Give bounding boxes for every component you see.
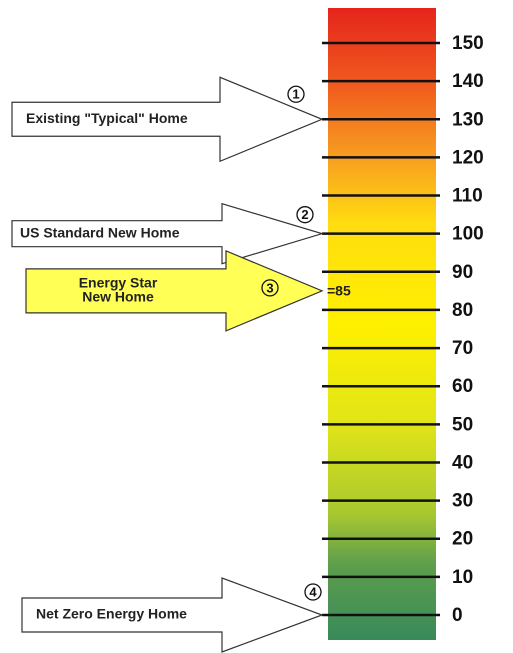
color-scale bbox=[328, 8, 436, 640]
arrow-label: New Home bbox=[82, 289, 154, 305]
arrow-label: Energy Star bbox=[79, 275, 158, 291]
arrow bbox=[11, 76, 324, 163]
number-badge bbox=[261, 279, 279, 297]
number-badge bbox=[296, 206, 314, 224]
number-badge bbox=[304, 583, 322, 601]
tick-label: 40 bbox=[452, 452, 473, 473]
tick-label: 140 bbox=[452, 71, 484, 92]
tick-label: 20 bbox=[452, 529, 473, 550]
arrow-label: Net Zero Energy Home bbox=[36, 606, 187, 622]
tick-label: 10 bbox=[452, 567, 473, 588]
arrow bbox=[25, 249, 324, 332]
tick-label: 110 bbox=[452, 186, 483, 207]
tick-label: 90 bbox=[452, 262, 473, 283]
tick-label: 60 bbox=[452, 376, 473, 397]
tick-label: 70 bbox=[452, 338, 473, 359]
tick-label: 30 bbox=[452, 491, 473, 512]
number-label: 3 bbox=[266, 280, 273, 295]
tick-label: 100 bbox=[452, 224, 484, 245]
tick-label: 80 bbox=[452, 300, 473, 321]
tick-label: 50 bbox=[452, 414, 473, 435]
arrow bbox=[21, 577, 324, 653]
arrow-label: Existing "Typical" Home bbox=[26, 110, 188, 126]
arrow bbox=[11, 202, 325, 265]
value-annotation: =85 bbox=[327, 283, 351, 299]
tick-label: 120 bbox=[452, 147, 484, 168]
number-label: 4 bbox=[309, 584, 317, 599]
tick-label: 130 bbox=[452, 109, 484, 130]
number-label: 2 bbox=[301, 207, 308, 222]
number-badge bbox=[287, 85, 305, 103]
arrow-label: US Standard New Home bbox=[20, 224, 180, 240]
number-label: 1 bbox=[292, 87, 299, 102]
tick-label: 150 bbox=[452, 33, 484, 54]
tick-label: 0 bbox=[452, 605, 463, 626]
